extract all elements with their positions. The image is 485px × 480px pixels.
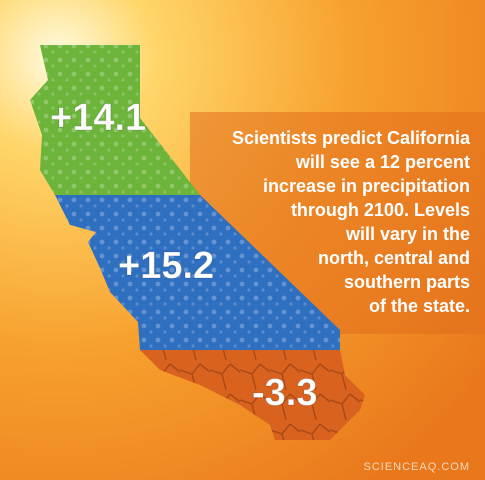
description: Scientists predict California will see a … [232,128,471,316]
description-line: through 2100. Levels [291,200,470,220]
cracks [140,350,365,440]
description-line: increase in precipitation [263,176,470,196]
description-line: north, central and [318,248,470,268]
droplets [30,45,200,195]
description-line: will vary in the [345,224,470,244]
description-line: of the state. [369,296,470,316]
watermark: SCIENCEAQ.COM [363,461,470,473]
north-value: +14.1 [50,97,146,139]
description-line: will see a 12 percent [295,152,470,172]
california-map [30,45,365,440]
description-line: Scientists predict California [232,128,471,148]
south-value: -3.3 [252,372,317,414]
central-value: +15.2 [118,245,214,287]
description-line: southern parts [344,272,470,292]
droplets [55,195,340,350]
